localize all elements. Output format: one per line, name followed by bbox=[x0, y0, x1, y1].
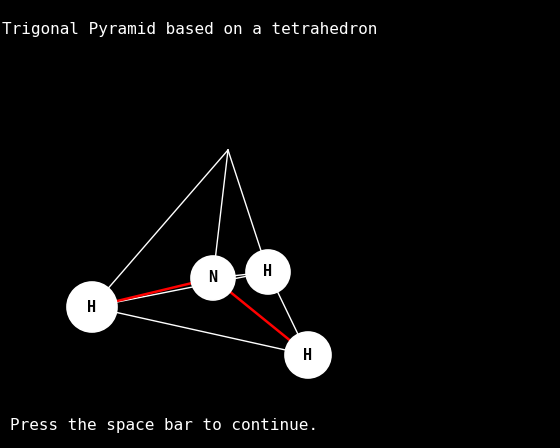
Text: N: N bbox=[208, 271, 218, 285]
Text: Press the space bar to continue.: Press the space bar to continue. bbox=[10, 418, 318, 433]
Text: H: H bbox=[304, 348, 312, 362]
Circle shape bbox=[285, 332, 331, 378]
Text: H: H bbox=[87, 300, 96, 314]
Circle shape bbox=[67, 282, 117, 332]
Text: H: H bbox=[263, 264, 273, 280]
Circle shape bbox=[246, 250, 290, 294]
Circle shape bbox=[191, 256, 235, 300]
Text: Trigonal Pyramid based on a tetrahedron: Trigonal Pyramid based on a tetrahedron bbox=[2, 22, 377, 37]
